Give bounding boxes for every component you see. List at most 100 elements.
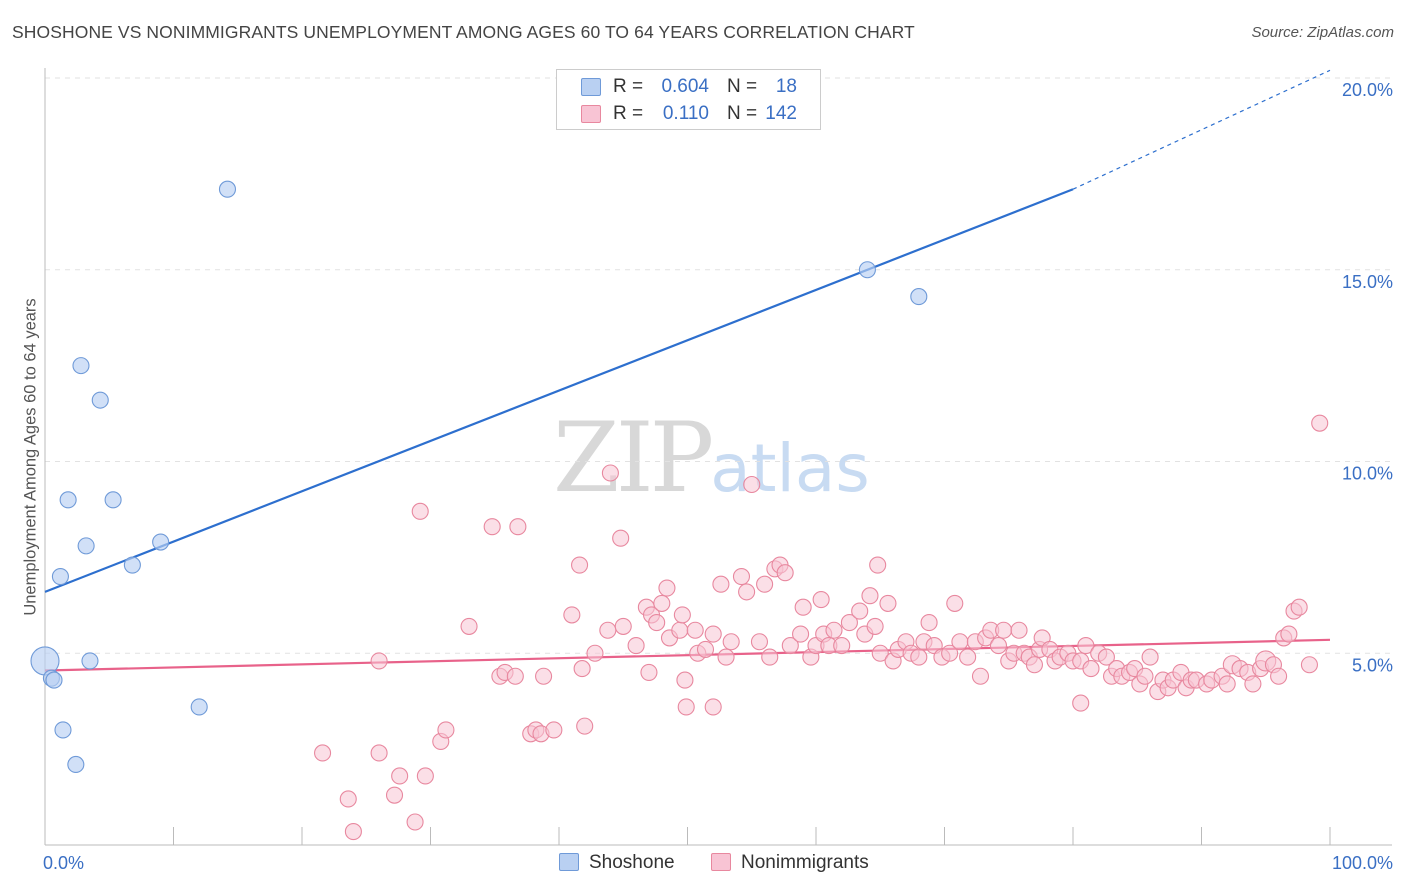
nonimmigrants-point [599,621,617,639]
nonimmigrants-point [509,518,527,536]
x-tick-label: 100.0% [1332,853,1393,873]
nonimmigrants-point [971,667,990,685]
nonimmigrants-point [776,564,794,582]
nonimmigrants-point [861,587,879,605]
nonimmigrants-point [1218,675,1236,693]
nonimmigrants-point [879,594,897,612]
nonimmigrants-point [640,663,658,681]
nonimmigrants-point [989,637,1008,655]
nonimmigrants-point [743,475,761,494]
chart-title: SHOSHONE VS NONIMMIGRANTS UNEMPLOYMENT A… [12,22,915,42]
nonimmigrants-point [483,518,501,536]
nonimmigrants-point [370,652,388,670]
nonimmigrants-point [1082,660,1100,678]
shoshone-point [152,533,170,551]
nonimmigrants-point [959,648,977,666]
legend-item-nonimmigrants[interactable]: Nonimmigrants [711,852,869,874]
nonimmigrants-points [314,414,1329,841]
nonimmigrants-point [696,640,715,658]
nonimmigrants-point [1025,656,1043,674]
correlation-legend: R = 0.604 N = 18 R = 0.110 N = 142 [556,69,821,130]
nonimmigrants-point [1072,694,1090,712]
shoshone-point [51,567,69,586]
nonimmigrants-point [658,579,676,597]
shoshone-point [81,652,99,670]
nonimmigrants-point [673,606,691,624]
shoshone-point [54,721,72,739]
nonimmigrants-point [910,648,928,666]
nonimmigrants-point [1141,648,1159,666]
nonimmigrants-point [869,556,887,574]
nonimmigrants-point [941,644,959,662]
y-tick-label: 15.0% [1342,272,1393,292]
nonimmigrants-point [840,614,858,632]
nonimmigrants-point [612,529,630,547]
nonimmigrants-point [571,556,589,574]
nonimmigrants-point [1300,656,1318,674]
watermark-zip: ZIP [553,402,714,514]
nonimmigrants-point [1136,667,1154,685]
nonimmigrants-point [648,614,666,632]
nonimmigrants-point [946,594,964,612]
nonimmigrants-point [812,591,830,609]
nonimmigrants-point [851,602,869,620]
nonimmigrants-point [406,813,424,831]
nonimmigrants-point [761,648,779,666]
shoshone-point [104,491,122,509]
nonimmigrants-point [722,633,740,651]
shoshone-point [59,491,77,509]
watermark: ZIPatlas [553,402,870,514]
nonimmigrants-point [437,721,455,739]
nonimmigrants-swatch [711,853,731,871]
nonimmigrants-trend-line [44,638,1331,672]
nonimmigrants-point [535,667,553,685]
y-axis-title: Unemployment Among Ages 60 to 64 years [21,298,40,616]
nonimmigrants-point [1311,414,1329,432]
nonimmigrants-point [385,786,404,804]
nonimmigrants-point [704,698,722,716]
nonimmigrants-point [411,502,429,520]
nonimmigrants-swatch [581,105,601,123]
nonimmigrants-point [370,744,388,762]
x-tick-label: 0.0% [43,853,84,873]
shoshone-trend-extension [1072,69,1331,190]
nonimmigrants-point [871,644,889,662]
y-tick-label: 5.0% [1352,655,1393,675]
nonimmigrants-point [833,637,851,655]
nonimmigrants-point [781,637,799,655]
nonimmigrants-point [416,767,434,785]
r-label: R = [613,103,644,124]
n-value: 142 [765,103,797,124]
nonimmigrants-point [792,625,810,643]
shoshone-point [190,698,208,716]
shoshone-point [45,671,63,689]
nonimmigrants-point [573,660,591,678]
n-value: 18 [775,76,797,97]
nonimmigrants-point [614,617,632,635]
nonimmigrants-point [563,606,581,624]
nonimmigrants-point [717,648,735,666]
shoshone-point [91,391,109,409]
n-label: N = [727,103,758,124]
shoshone-swatch [581,78,601,96]
shoshone-point [910,288,928,306]
nonimmigrants-point [671,621,689,639]
nonimmigrants-point [676,671,694,689]
n-label: N = [727,76,758,97]
nonimmigrants-point [545,721,563,739]
trend-lines [44,69,1331,672]
source-label: Source: ZipAtlas.com [1251,24,1394,41]
nonimmigrants-point [686,621,704,639]
nonimmigrants-point [825,621,843,639]
nonimmigrants-point [1280,625,1298,643]
tick-labels: 5.0% 10.0% 15.0% 20.0% 0.0% 100.0% [43,80,1393,873]
r-value: 0.604 [661,76,709,97]
nonimmigrants-point [460,617,478,635]
legend-item-shoshone[interactable]: Shoshone [559,852,675,874]
r-label: R = [613,76,644,97]
nonimmigrants-point [1244,675,1262,693]
nonimmigrants-point [712,575,730,593]
nonimmigrants-point [1077,637,1095,655]
shoshone-point [123,556,141,574]
nonimmigrants-point [601,464,619,482]
